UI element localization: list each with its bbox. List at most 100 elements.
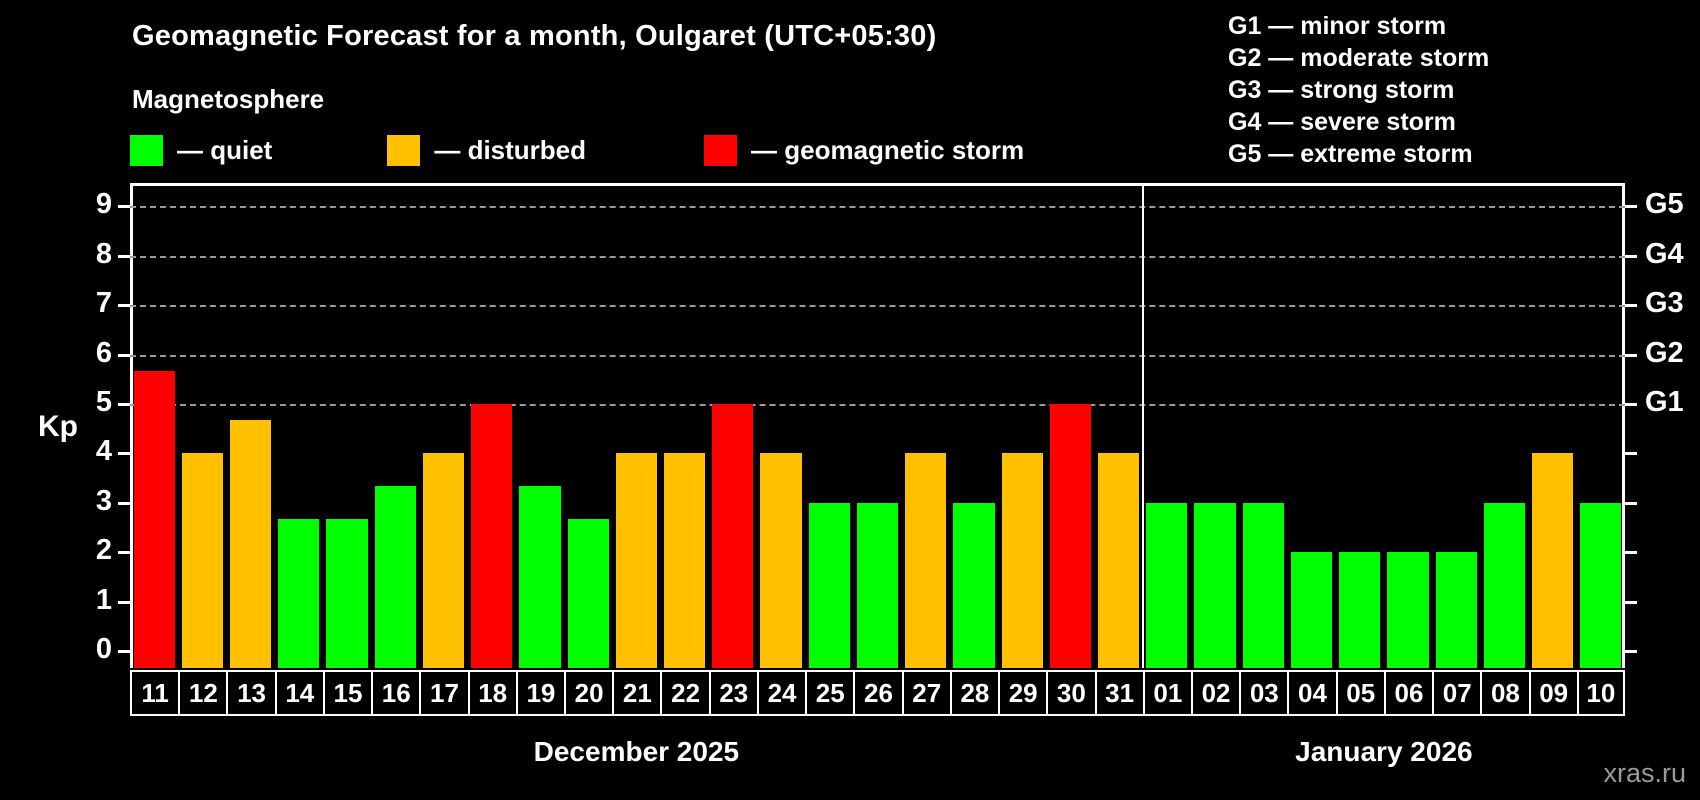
plot-area <box>130 183 1625 668</box>
day-label-27: 27 <box>901 670 950 716</box>
gridline-kp6 <box>130 354 1625 357</box>
y-axis-tick-left-3 <box>118 501 130 505</box>
kp-bar-26 <box>856 502 899 668</box>
y-axis-label-3: 3 <box>95 484 112 517</box>
day-label-26: 26 <box>853 670 902 716</box>
day-label-18: 18 <box>467 670 516 716</box>
kp-bar-14 <box>278 519 320 668</box>
day-label-03: 03 <box>1239 670 1288 716</box>
y-axis-tick-right-8 <box>1625 254 1637 258</box>
day-label-31: 31 <box>1094 670 1143 716</box>
right-axis-label-g5: G5 <box>1645 188 1684 221</box>
kp-bar-16 <box>374 486 416 668</box>
kp-bar-15 <box>326 519 368 668</box>
kp-bar-04 <box>1290 552 1333 668</box>
y-axis-tick-left-5 <box>118 403 130 406</box>
kp-bar-05 <box>1339 552 1381 668</box>
y-axis-tick-right-7 <box>1625 304 1637 308</box>
storm-legend-label: — geomagnetic storm <box>751 134 1025 165</box>
y-axis-label-1: 1 <box>95 583 112 616</box>
gridline-kp9 <box>130 206 1625 209</box>
y-axis-label-5: 5 <box>95 386 112 418</box>
subtitle-magnetosphere: Magnetosphere <box>132 84 325 114</box>
kp-bar-24 <box>760 453 802 668</box>
y-axis-tick-left-1 <box>118 600 130 604</box>
y-axis-label-8: 8 <box>95 237 112 270</box>
y-axis-label-9: 9 <box>95 188 112 221</box>
kp-bar-23 <box>712 404 754 668</box>
month-label-january: January 2026 <box>1295 736 1473 767</box>
kp-bar-01 <box>1146 502 1188 668</box>
y-axis-tick-left-2 <box>118 551 130 555</box>
day-label-16: 16 <box>371 670 420 716</box>
kp-bar-07 <box>1435 552 1477 668</box>
kp-bar-28 <box>953 502 995 668</box>
y-axis-tick-right-9 <box>1625 205 1637 209</box>
day-label-24: 24 <box>756 670 806 716</box>
y-axis-label-2: 2 <box>95 534 112 567</box>
y-axis-tick-right-6 <box>1625 353 1637 357</box>
day-label-12: 12 <box>178 670 227 716</box>
kp-bar-22 <box>663 453 706 668</box>
day-label-02: 02 <box>1190 670 1240 716</box>
kp-bar-27 <box>905 453 947 668</box>
quiet-legend-label: — quiet <box>177 134 273 165</box>
g-scale-legend: G1 — minor storm G2 — moderate storm G3 … <box>1228 10 1489 170</box>
y-axis-label-4: 4 <box>95 435 112 468</box>
day-label-08: 08 <box>1480 670 1529 716</box>
day-label-21: 21 <box>612 670 661 716</box>
kp-bar-17 <box>422 453 465 668</box>
month-divider <box>1141 183 1144 668</box>
g-legend-item-g1: G1 — minor storm <box>1228 12 1447 40</box>
kp-bar-09 <box>1532 453 1574 668</box>
y-axis-tick-right-5 <box>1625 403 1637 406</box>
kp-bar-02 <box>1194 502 1236 668</box>
day-label-15: 15 <box>322 670 372 716</box>
kp-bar-08 <box>1483 502 1526 668</box>
disturbed-legend-label: — disturbed <box>434 134 587 165</box>
day-label-01: 01 <box>1142 670 1191 716</box>
right-axis-label-g2: G2 <box>1645 336 1684 369</box>
month-label-december: December 2025 <box>533 736 740 767</box>
y-axis-tick-left-4 <box>118 452 130 456</box>
day-label-10: 10 <box>1576 670 1625 716</box>
kp-bar-30 <box>1049 404 1091 668</box>
g-legend-item-g2: G2 — moderate storm <box>1228 44 1490 72</box>
day-label-09: 09 <box>1528 670 1577 716</box>
day-label-05: 05 <box>1335 670 1384 716</box>
kp-bar-13 <box>229 420 272 668</box>
day-label-06: 06 <box>1383 670 1433 716</box>
y-axis-tick-left-6 <box>118 353 130 357</box>
disturbed-swatch-icon <box>387 134 421 166</box>
y-axis-tick-left-8 <box>118 254 130 258</box>
kp-bar-06 <box>1387 552 1429 668</box>
y-axis-tick-right-2 <box>1625 551 1637 555</box>
gridline-kp7 <box>130 305 1625 308</box>
day-label-22: 22 <box>660 670 709 716</box>
right-axis-label-g3: G3 <box>1645 287 1684 320</box>
kp-bar-12 <box>181 453 223 668</box>
day-label-25: 25 <box>805 670 854 716</box>
y-axis-tick-right-3 <box>1625 501 1637 505</box>
kp-bar-21 <box>615 453 657 668</box>
y-axis-label-6: 6 <box>95 336 112 369</box>
day-label-04: 04 <box>1287 670 1336 716</box>
kp-bar-18 <box>471 404 513 668</box>
day-label-30: 30 <box>1046 670 1095 716</box>
g-legend-item-g5: G5 — extreme storm <box>1228 140 1473 168</box>
y-axis-title-kp: Kp <box>38 410 78 443</box>
y-axis-tick-left-9 <box>118 205 130 209</box>
y-axis-tick-right-4 <box>1625 452 1637 456</box>
day-label-13: 13 <box>226 670 275 716</box>
quiet-swatch-icon <box>130 134 163 166</box>
kp-bar-25 <box>808 502 850 668</box>
day-label-29: 29 <box>998 670 1047 716</box>
kp-bar-03 <box>1242 502 1284 668</box>
kp-bar-29 <box>1001 453 1043 668</box>
day-label-28: 28 <box>949 670 999 716</box>
y-axis-tick-left-7 <box>118 304 130 308</box>
page-title: Geomagnetic Forecast for a month, Oulgar… <box>132 20 937 52</box>
y-axis-label-0: 0 <box>95 633 112 665</box>
g-legend-item-g4: G4 — severe storm <box>1228 108 1456 136</box>
